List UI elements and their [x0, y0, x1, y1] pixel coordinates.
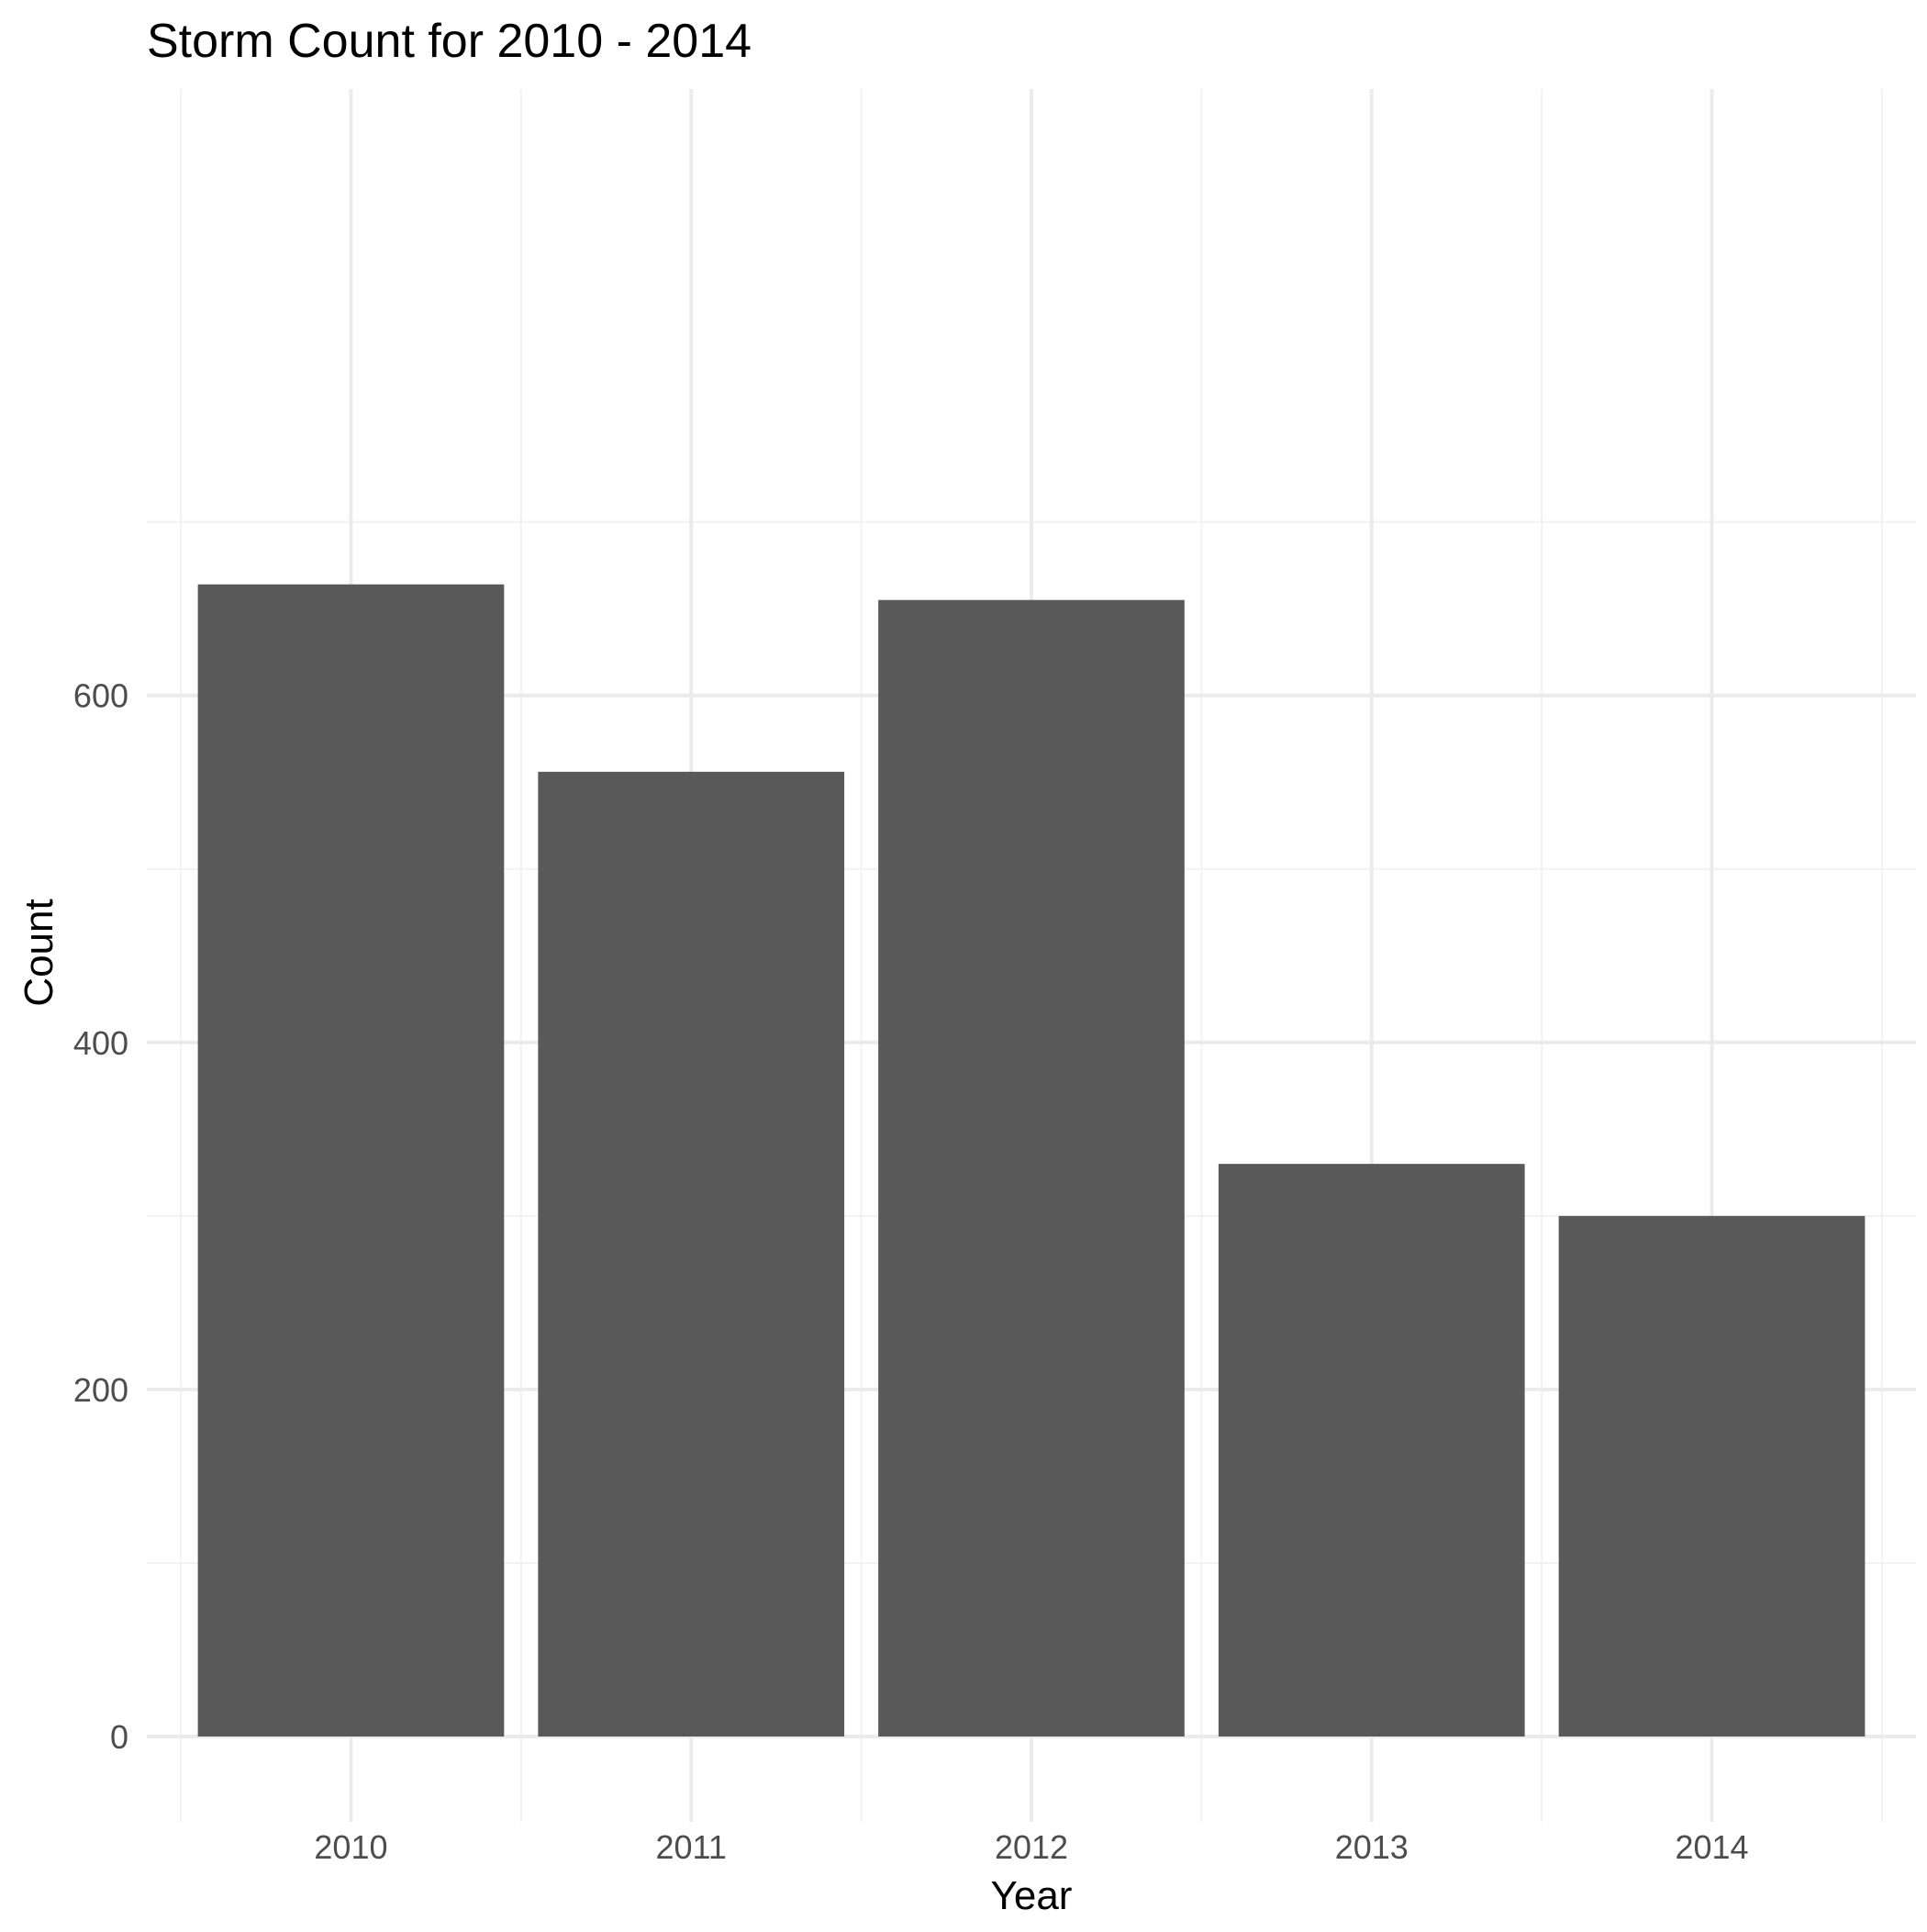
y-tick-label: 400: [73, 1024, 128, 1062]
bar-2013: [1218, 1164, 1525, 1737]
bar-2010: [197, 584, 505, 1737]
x-tick-label: 2010: [314, 1828, 387, 1866]
bar-2011: [538, 771, 845, 1737]
x-axis-tick-labels: 2010 2011 2012 2013 2014: [314, 1828, 1748, 1866]
bar-2014: [1558, 1215, 1866, 1737]
y-axis-tick-labels: 0 200 400 600: [73, 677, 128, 1756]
y-tick-label: 200: [73, 1371, 128, 1409]
x-axis-title: Year: [991, 1873, 1073, 1918]
y-tick-label: 600: [73, 677, 128, 715]
x-tick-label: 2012: [995, 1828, 1068, 1866]
bars: [197, 584, 1866, 1737]
y-tick-label: 0: [110, 1718, 128, 1756]
chart-title: Storm Count for 2010 - 2014: [147, 15, 752, 68]
y-axis-title: Count: [17, 899, 61, 1006]
x-tick-label: 2011: [656, 1828, 727, 1866]
bar-2012: [878, 599, 1185, 1737]
x-tick-label: 2013: [1335, 1828, 1409, 1866]
x-tick-label: 2014: [1675, 1828, 1748, 1866]
